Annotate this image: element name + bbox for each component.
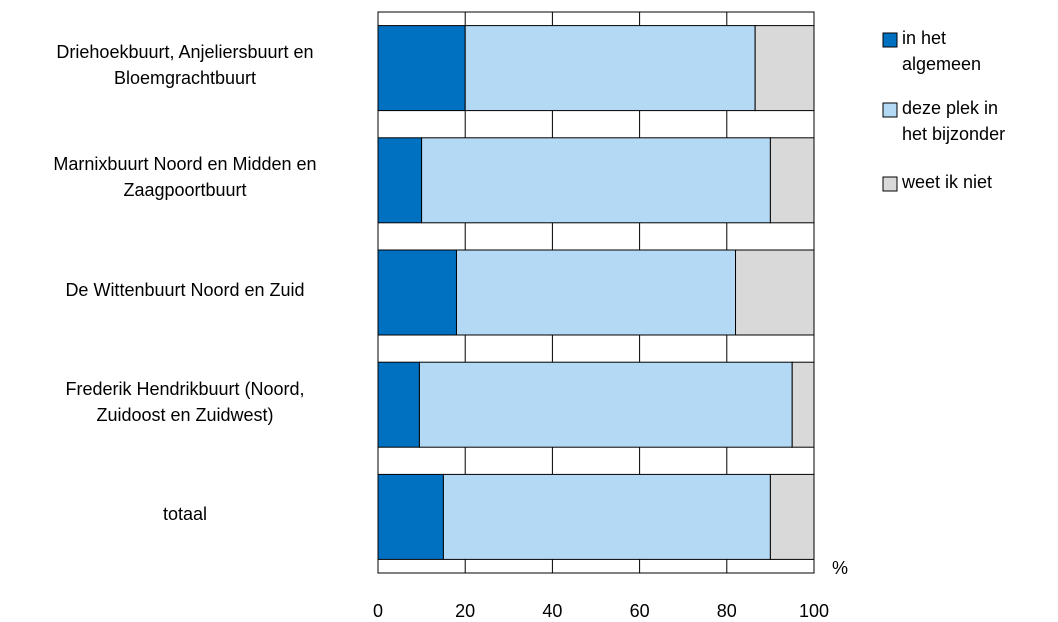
bar-segment	[377, 25, 466, 112]
bar-segment	[455, 249, 737, 336]
legend-label: deze plek in het bijzonder	[902, 98, 1006, 144]
x-tick-label: 40	[542, 601, 562, 621]
category-label: Frederik Hendrikbuurt (Noord, Zuidoost e…	[65, 378, 305, 425]
bar-segment	[754, 25, 815, 112]
legend-label: weet ik niet	[902, 172, 993, 192]
x-tick-label: 20	[455, 601, 475, 621]
bar-segment	[377, 473, 444, 560]
bar-segment	[769, 137, 815, 224]
category-label: Driehoekbuurt, Anjeliersbuurt en Bloemgr…	[56, 42, 314, 89]
bar-segment	[769, 473, 815, 560]
legend-swatch	[882, 32, 898, 48]
bar-segment	[377, 137, 423, 224]
x-tick-label: 100	[799, 601, 829, 621]
bar-segment	[791, 361, 815, 448]
category-label: De Wittenbuurt Noord en Zuid	[65, 279, 305, 300]
category-label: Marnixbuurt Noord en Midden en Zaagpoort…	[53, 154, 317, 201]
category-label: totaal	[162, 503, 208, 524]
bar-segment	[377, 361, 420, 448]
bar-segment	[421, 137, 771, 224]
x-axis-label: %	[832, 558, 848, 578]
plot-border	[377, 11, 815, 574]
x-tick-label: 80	[717, 601, 737, 621]
bar-segment	[442, 473, 771, 560]
bar-segment	[418, 361, 793, 448]
bar-segment	[464, 25, 756, 112]
x-tick-label: 60	[630, 601, 650, 621]
bar-segment	[377, 249, 457, 336]
legend-swatch	[882, 102, 898, 118]
legend-label: in het algemeen	[902, 28, 982, 74]
legend-swatch	[882, 176, 898, 192]
x-tick-label: 0	[373, 601, 383, 621]
bar-segment	[735, 249, 815, 336]
